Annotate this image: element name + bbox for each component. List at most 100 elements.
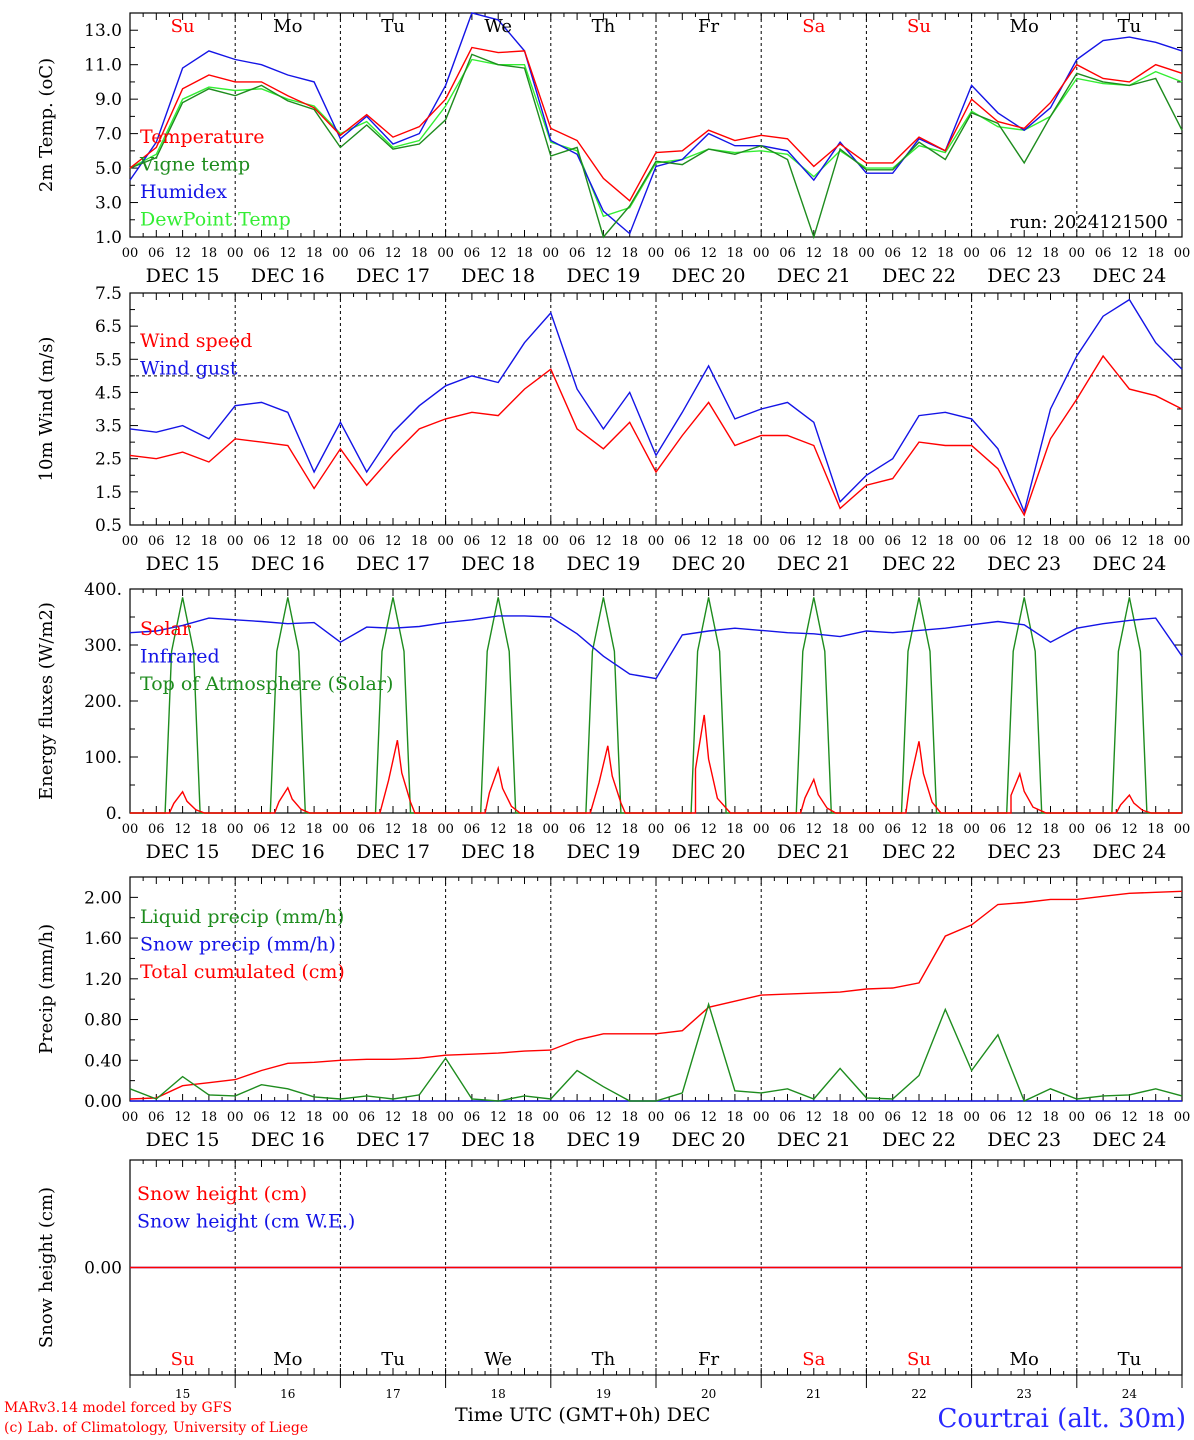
hour-tick-label: 12	[911, 822, 928, 837]
hour-tick-label: 06	[464, 822, 481, 837]
date-label: DEC 15	[146, 841, 220, 863]
hour-tick-label: 12	[490, 1110, 507, 1125]
date-label: DEC 16	[251, 265, 325, 287]
date-label: DEC 19	[566, 553, 640, 575]
hour-tick-label: 06	[464, 246, 481, 261]
date-label: DEC 19	[566, 1129, 640, 1151]
model-credit: MARv3.14 model forced by GFS	[4, 1400, 233, 1416]
hour-tick-label: 06	[990, 1110, 1007, 1125]
date-label: DEC 23	[987, 265, 1061, 287]
hour-tick-label: 12	[1016, 246, 1033, 261]
y-axis-title: 2m Temp. (oC)	[36, 58, 57, 192]
hour-tick-label: 12	[174, 246, 191, 261]
y-tick-label: 13.0	[84, 21, 122, 41]
hour-tick-label: 00	[1174, 534, 1191, 549]
weekday-label: Sa	[802, 1349, 825, 1370]
hour-tick-label: 06	[148, 246, 165, 261]
hour-tick-label: 12	[1016, 534, 1033, 549]
y-tick-label: 2.5	[95, 450, 122, 470]
hour-tick-label: 12	[700, 822, 717, 837]
hour-tick-label: 06	[990, 534, 1007, 549]
hour-tick-label: 06	[358, 246, 375, 261]
hour-tick-label: 12	[1121, 822, 1138, 837]
hour-tick-label: 12	[1121, 1110, 1138, 1125]
legend-entry: Humidex	[140, 181, 227, 203]
hour-tick-label: 00	[753, 1110, 770, 1125]
legend-entry: Total cumulated (cm)	[140, 961, 345, 983]
legend-entry: Infrared	[140, 646, 220, 668]
hour-tick-label: 06	[990, 246, 1007, 261]
hour-tick-label: 06	[674, 534, 691, 549]
series-line-liquid-precip-mm-h-	[129, 1001, 1183, 1102]
series-line-dewpoint-temp	[129, 58, 1183, 218]
hour-tick-label: 06	[569, 1110, 586, 1125]
y-tick-label: 1.60	[84, 929, 122, 949]
series-line-humidex	[129, 12, 1183, 235]
weekday-label: Tu	[1118, 16, 1142, 37]
hour-tick-label: 18	[411, 246, 428, 261]
date-label: DEC 22	[882, 553, 956, 575]
hour-tick-label: 18	[621, 1110, 638, 1125]
date-label: DEC 16	[251, 841, 325, 863]
hour-tick-label: 06	[253, 1110, 270, 1125]
date-label: DEC 15	[146, 265, 220, 287]
hour-tick-label: 00	[437, 1110, 454, 1125]
weekday-label: Th	[592, 16, 616, 37]
date-label: DEC 15	[146, 1129, 220, 1151]
hour-tick-label: 00	[753, 246, 770, 261]
hour-tick-label: 18	[411, 534, 428, 549]
series-line-temperature	[129, 46, 1183, 202]
hour-tick-label: 18	[306, 822, 323, 837]
hour-tick-label: 00	[227, 822, 244, 837]
weekday-label: Tu	[381, 16, 405, 37]
run-annotation: run: 2024121500	[1010, 212, 1168, 233]
lab-credit: (c) Lab. of Climatology, University of L…	[4, 1420, 309, 1436]
y-tick-label: 0.00	[84, 1092, 122, 1112]
hour-tick-label: 06	[779, 1110, 796, 1125]
day-number-label: 17	[385, 1387, 400, 1401]
hour-tick-label: 18	[727, 822, 744, 837]
hour-tick-label: 00	[122, 1110, 139, 1125]
hour-tick-label: 06	[884, 246, 901, 261]
hour-tick-label: 06	[1095, 246, 1112, 261]
hour-tick-label: 12	[595, 1110, 612, 1125]
date-label: DEC 23	[987, 1129, 1061, 1151]
hour-tick-label: 18	[832, 246, 849, 261]
legend-entry: Liquid precip (mm/h)	[140, 906, 344, 928]
weekday-label: Su	[907, 1349, 931, 1370]
hour-tick-label: 00	[1069, 534, 1086, 549]
hour-tick-label: 12	[806, 534, 823, 549]
hour-tick-label: 12	[595, 246, 612, 261]
hour-tick-label: 06	[358, 822, 375, 837]
y-tick-label: 4.5	[95, 383, 122, 403]
hour-tick-label: 06	[148, 822, 165, 837]
legend-entry: Wind speed	[140, 330, 252, 352]
legend-entry: Temperature	[140, 126, 264, 148]
date-label: DEC 17	[356, 841, 430, 863]
x-axis-title: Time UTC (GMT+0h) DEC	[455, 1404, 711, 1426]
hour-tick-label: 06	[464, 1110, 481, 1125]
series-line-infrared	[129, 615, 1183, 680]
date-label: DEC 20	[672, 265, 746, 287]
hour-tick-label: 18	[937, 1110, 954, 1125]
hour-tick-label: 18	[727, 1110, 744, 1125]
weekday-label: Su	[171, 1349, 195, 1370]
hour-tick-label: 06	[1095, 822, 1112, 837]
y-tick-label: 11.0	[84, 56, 122, 76]
date-label: DEC 18	[461, 265, 535, 287]
day-number-label: 21	[806, 1387, 821, 1401]
weekday-label: Mo	[1010, 16, 1039, 37]
hour-tick-label: 00	[227, 534, 244, 549]
day-number-label: 19	[596, 1387, 611, 1401]
hour-tick-label: 06	[569, 246, 586, 261]
hour-tick-label: 12	[174, 1110, 191, 1125]
series-line-total-cumulated-cm-	[129, 890, 1183, 1100]
date-label: DEC 21	[777, 553, 851, 575]
hour-tick-label: 12	[174, 534, 191, 549]
hour-tick-label: 00	[543, 1110, 560, 1125]
hour-tick-label: 06	[148, 1110, 165, 1125]
y-tick-label: 0.40	[84, 1051, 122, 1071]
weekday-label: Th	[592, 1349, 616, 1370]
hour-tick-label: 06	[779, 534, 796, 549]
hour-tick-label: 06	[884, 534, 901, 549]
